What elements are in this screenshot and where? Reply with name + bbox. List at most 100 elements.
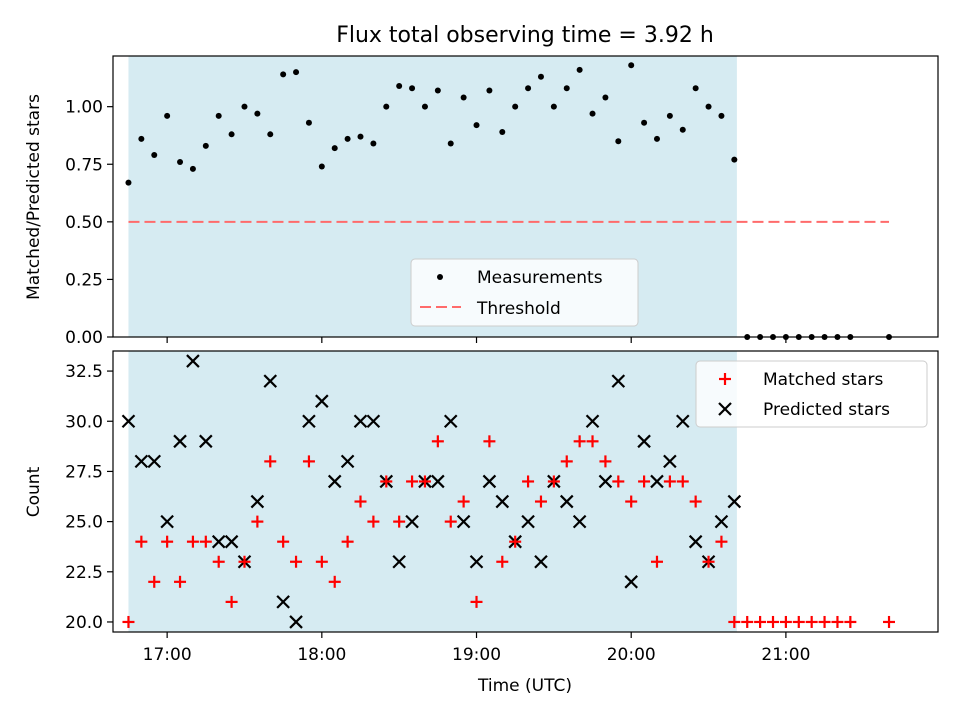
- matched-star-point: [238, 555, 251, 568]
- predicted-star-point: [199, 434, 213, 449]
- legend-predicted-label: Predicted stars: [763, 400, 890, 420]
- top-y-tick-label: 0.25: [65, 270, 103, 290]
- matched-star-point: [844, 615, 857, 628]
- x-axis-label: Time (UTC): [477, 676, 572, 696]
- predicted-star-point: [392, 554, 406, 569]
- measurement-point: [189, 165, 196, 172]
- bottom-plot-frame: [112, 350, 939, 633]
- matched-star-point: [418, 475, 431, 488]
- bottom-y-tick-label: 25.0: [65, 513, 103, 533]
- predicted-star-point: [675, 414, 690, 429]
- measurement-point: [447, 140, 454, 147]
- matched-star-point: [174, 575, 187, 588]
- predicted-star-point: [521, 514, 535, 529]
- matched-star-point: [818, 615, 831, 628]
- predicted-star-point: [469, 554, 484, 569]
- matched-star-point: [509, 535, 522, 548]
- matched-star-point: [522, 475, 535, 488]
- predicted-star-point: [276, 595, 290, 609]
- predicted-star-point: [559, 494, 574, 509]
- measurement-point: [344, 135, 351, 142]
- predicted-star-point: [534, 554, 548, 569]
- measurement-point: [615, 138, 622, 145]
- matched-star-point: [212, 555, 225, 568]
- bottom-y-tick-label: 22.5: [65, 563, 103, 583]
- predicted-star-point: [186, 354, 200, 368]
- predicted-star-point: [405, 514, 419, 529]
- measurement-point: [280, 71, 287, 78]
- measurement-point: [576, 66, 583, 73]
- measurement-point: [421, 103, 428, 110]
- matched-star-point: [277, 535, 290, 548]
- measurement-point: [177, 158, 184, 165]
- measurement-point: [409, 85, 416, 92]
- legend-measurements-label: Measurements: [477, 268, 603, 288]
- bottom-x-ticks: 17:00 18:00 19:00 20:00 21:00: [143, 632, 810, 665]
- predicted-star-point: [315, 394, 329, 408]
- top-legend-box: [410, 258, 639, 327]
- bottom-observing-span: [128, 351, 737, 632]
- matched-star-point: [599, 455, 612, 468]
- predicted-star-point: [302, 414, 316, 429]
- matched-star-point: [715, 535, 728, 548]
- measurement-point: [305, 119, 312, 126]
- measurement-point: [331, 145, 338, 152]
- matched-star-point: [534, 495, 547, 508]
- matched-star-point: [741, 615, 754, 628]
- matched-star-point: [883, 615, 896, 628]
- matched-star-point: [470, 595, 483, 608]
- bottom-legend-box: [695, 360, 928, 428]
- matched-star-point: [122, 615, 135, 628]
- measurement-point: [731, 156, 738, 163]
- matched-star-point: [792, 615, 805, 628]
- predicted-star-point: [173, 434, 187, 449]
- predicted-star-point: [572, 514, 587, 529]
- measurement-point: [151, 152, 158, 159]
- matched-stars-points: [122, 435, 896, 628]
- legend-measurements-marker: [437, 274, 443, 280]
- matched-star-point: [161, 535, 174, 548]
- predicted-star-point: [495, 494, 510, 509]
- measurement-point: [537, 73, 544, 80]
- matched-star-point: [393, 515, 406, 528]
- measurement-point: [202, 142, 209, 149]
- matched-star-point: [689, 495, 702, 508]
- predicted-star-point: [289, 615, 303, 629]
- matched-star-point: [573, 435, 586, 448]
- legend-predicted-marker: [718, 402, 732, 416]
- measurement-point: [396, 82, 403, 89]
- top-y-tick-label: 0.75: [65, 155, 103, 175]
- measurement-point: [125, 179, 132, 186]
- measurement-point: [293, 69, 300, 76]
- matched-star-point: [805, 615, 818, 628]
- top-panel: 0.00 0.25 0.50 0.75 1.00 Matched/Predicted s…: [24, 55, 939, 348]
- measurement-point: [692, 85, 699, 92]
- measurement-point: [550, 103, 557, 110]
- matched-star-point: [199, 535, 212, 548]
- top-legend: Measurements Threshold: [410, 258, 639, 327]
- measurement-point: [383, 103, 390, 110]
- predicted-stars-points: [121, 354, 742, 629]
- matched-star-point: [148, 575, 161, 588]
- top-y-tick-label: 0.50: [65, 213, 103, 233]
- matched-star-point: [831, 615, 844, 628]
- matched-star-point: [380, 475, 393, 488]
- predicted-star-point: [482, 474, 497, 489]
- top-y-ticks: 0.00 0.25 0.50 0.75 1.00: [65, 98, 113, 348]
- bottom-y-tick-label: 32.5: [65, 362, 103, 382]
- predicted-star-point: [456, 514, 471, 529]
- bottom-panel: 20.0 22.5 25.0 27.5 30.0 32.5 17:00 18:00 19:00…: [24, 350, 939, 696]
- matched-star-point: [431, 435, 444, 448]
- predicted-star-point: [224, 534, 239, 549]
- measurement-point: [563, 85, 570, 92]
- measurement-point: [138, 135, 145, 142]
- legend-matched-marker: [719, 373, 731, 385]
- predicted-star-point: [211, 534, 226, 549]
- measurement-point: [486, 87, 493, 94]
- matched-star-point: [779, 615, 792, 628]
- matched-star-point: [315, 555, 328, 568]
- predicted-star-point: [160, 514, 174, 529]
- matched-star-point: [702, 555, 715, 568]
- predicted-star-point: [250, 494, 265, 509]
- top-measurement-points: [125, 62, 893, 340]
